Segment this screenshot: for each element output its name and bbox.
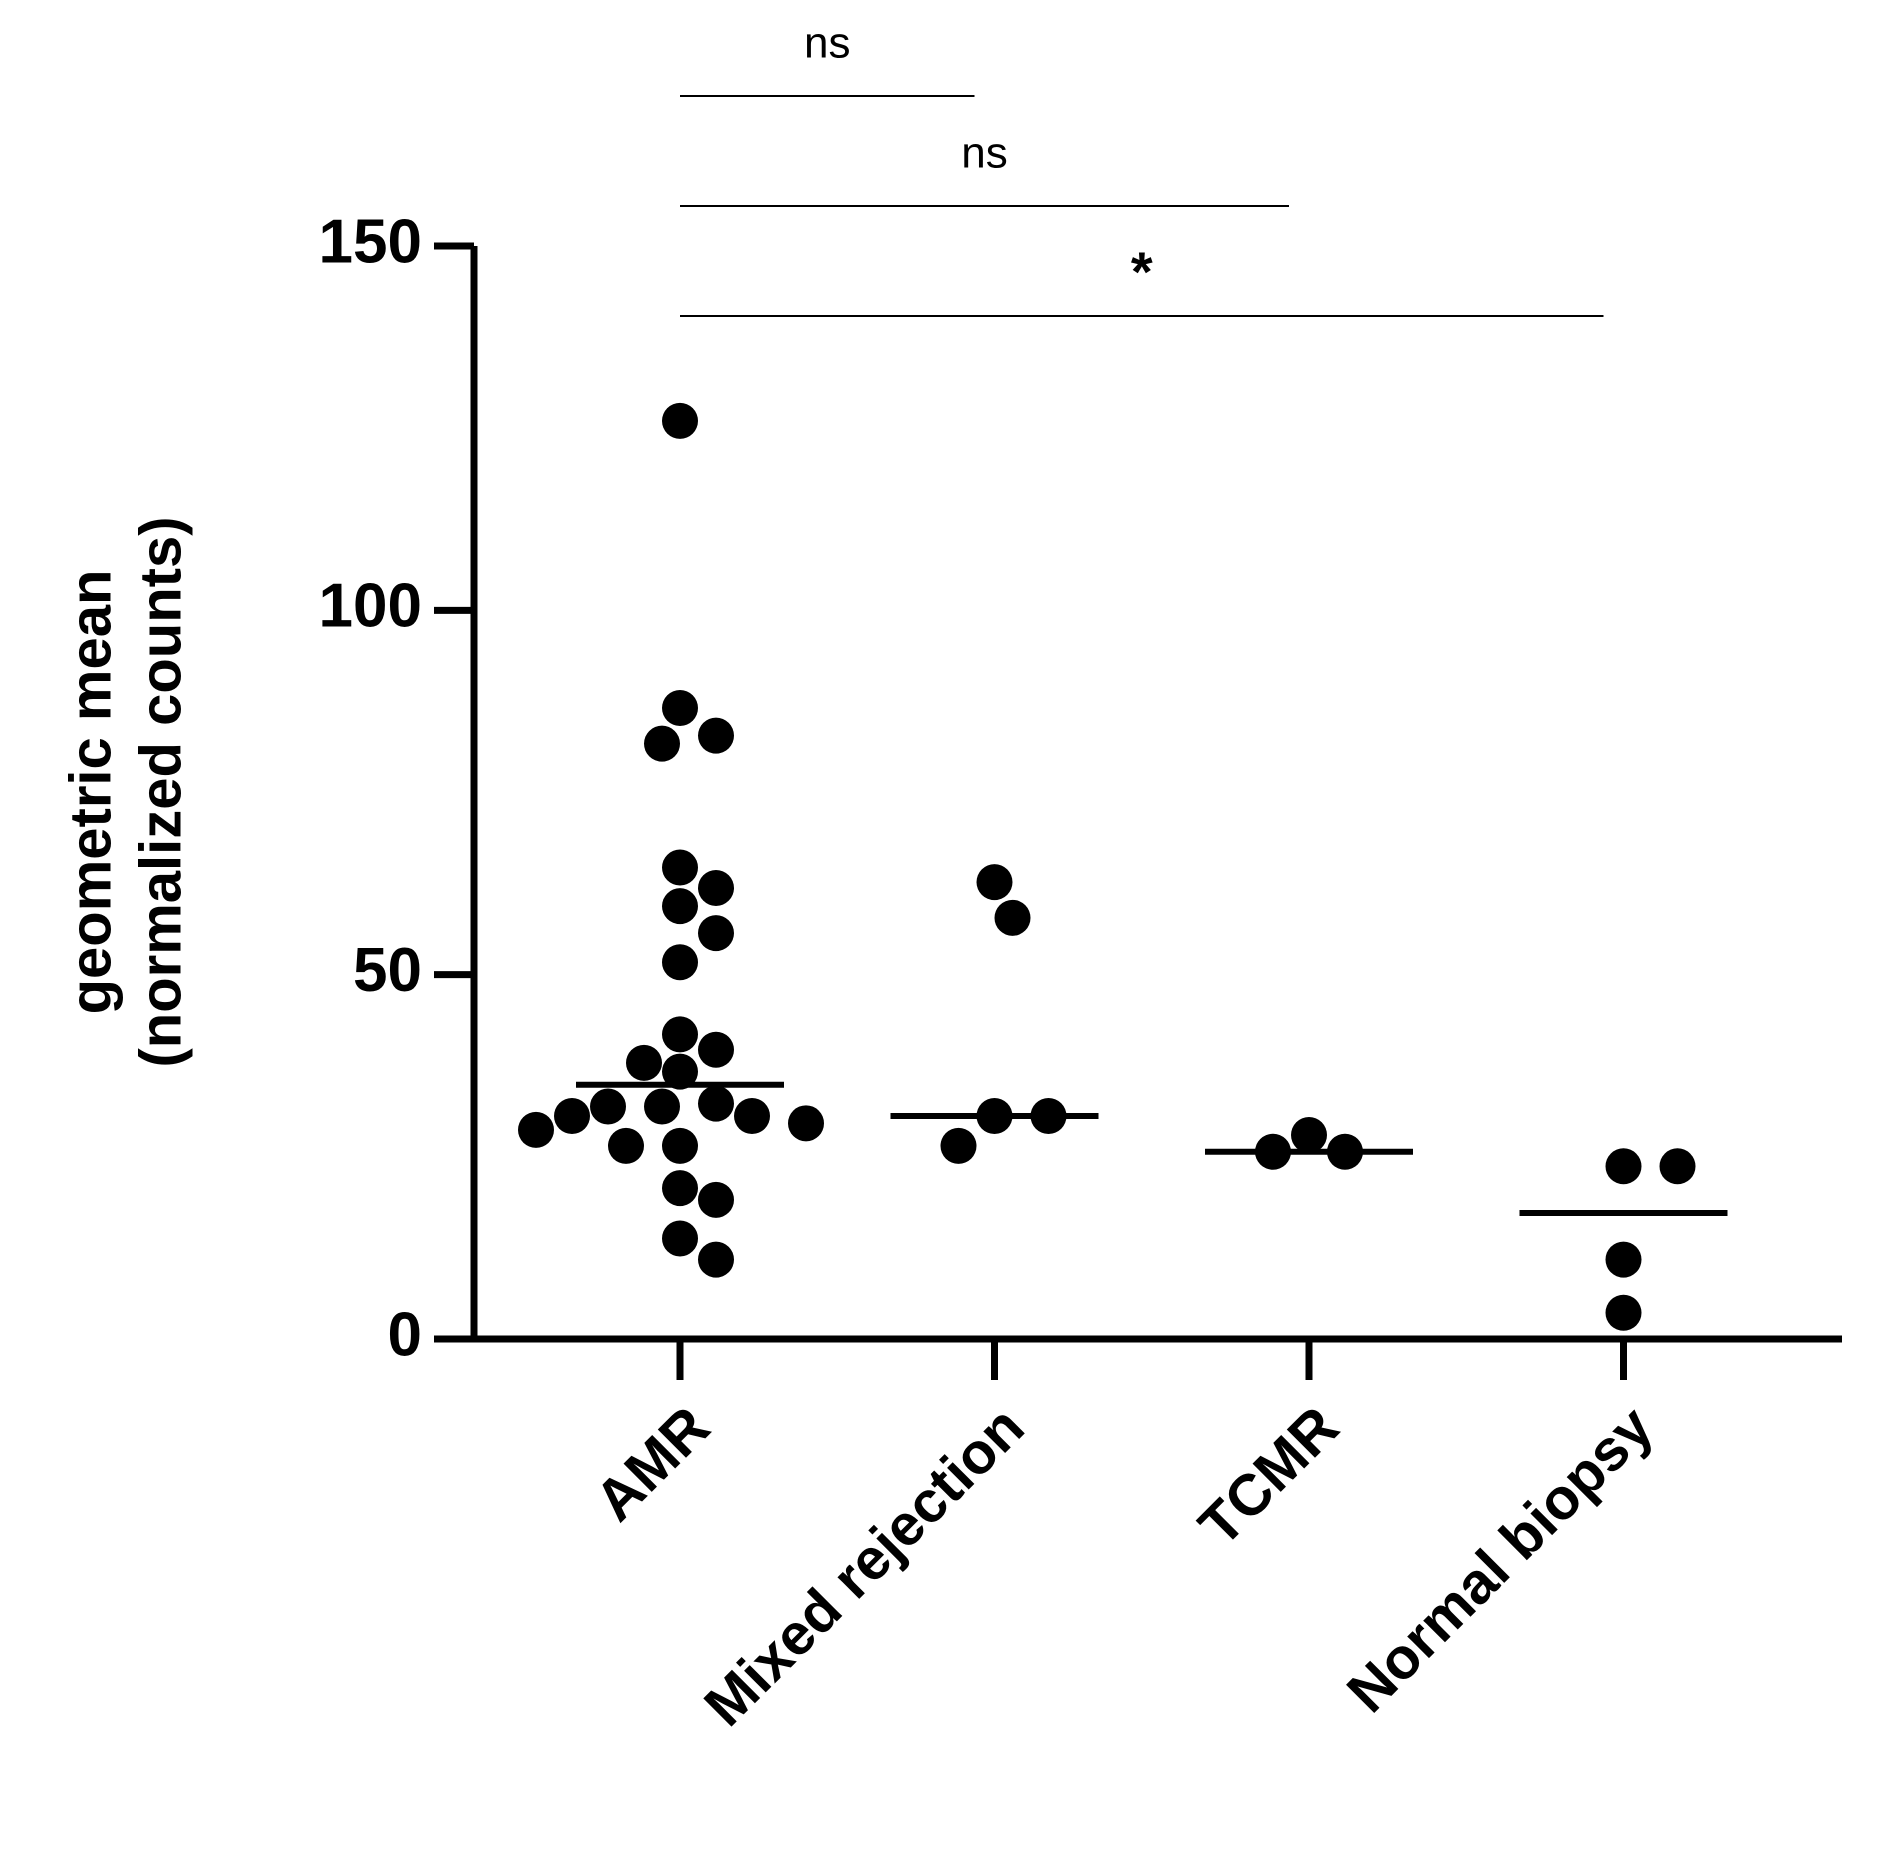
y-axis-title: geometric mean <box>58 570 123 1015</box>
dot <box>662 1220 698 1257</box>
significance-label: * <box>1131 240 1153 303</box>
y-tick-label: 150 <box>319 207 422 276</box>
dot <box>662 1127 698 1164</box>
dot <box>662 944 698 981</box>
dot <box>698 717 734 754</box>
dot <box>1291 1116 1327 1153</box>
dot <box>554 1098 590 1135</box>
dot <box>1605 1241 1642 1278</box>
dot <box>662 1170 698 1207</box>
dot <box>698 915 734 952</box>
dot <box>608 1127 644 1164</box>
significance-label: ns <box>804 19 850 68</box>
x-tick-label: AMR <box>583 1394 722 1533</box>
dot <box>662 888 698 925</box>
dot <box>698 869 734 906</box>
y-tick-label: 50 <box>353 936 422 1005</box>
dot <box>518 1111 554 1148</box>
dot <box>662 1016 698 1053</box>
dot <box>662 689 698 726</box>
dot <box>940 1127 977 1164</box>
dot <box>994 899 1031 936</box>
x-tick-label: Mixed rejection <box>692 1394 1037 1739</box>
dot <box>698 1241 734 1278</box>
y-tick-label: 0 <box>388 1300 422 1369</box>
dot <box>590 1088 626 1125</box>
significance-label: ns <box>961 129 1007 178</box>
x-tick-label: TCMR <box>1187 1394 1351 1558</box>
x-tick-label: Normal biopsy <box>1335 1394 1666 1725</box>
dot <box>698 1085 734 1122</box>
dot <box>644 725 680 762</box>
y-tick-label: 100 <box>319 572 422 641</box>
dot <box>644 1088 680 1125</box>
dot <box>976 864 1013 901</box>
y-axis-title: (normalized counts) <box>128 516 193 1067</box>
dot <box>662 1053 698 1090</box>
dot <box>788 1105 824 1142</box>
dot <box>662 402 698 439</box>
dot <box>1659 1148 1696 1185</box>
dot <box>734 1098 770 1135</box>
dot <box>662 849 698 886</box>
dot <box>1605 1294 1642 1331</box>
dot <box>698 1031 734 1068</box>
dot <box>626 1044 662 1081</box>
dot <box>1605 1148 1642 1185</box>
dot <box>698 1181 734 1218</box>
